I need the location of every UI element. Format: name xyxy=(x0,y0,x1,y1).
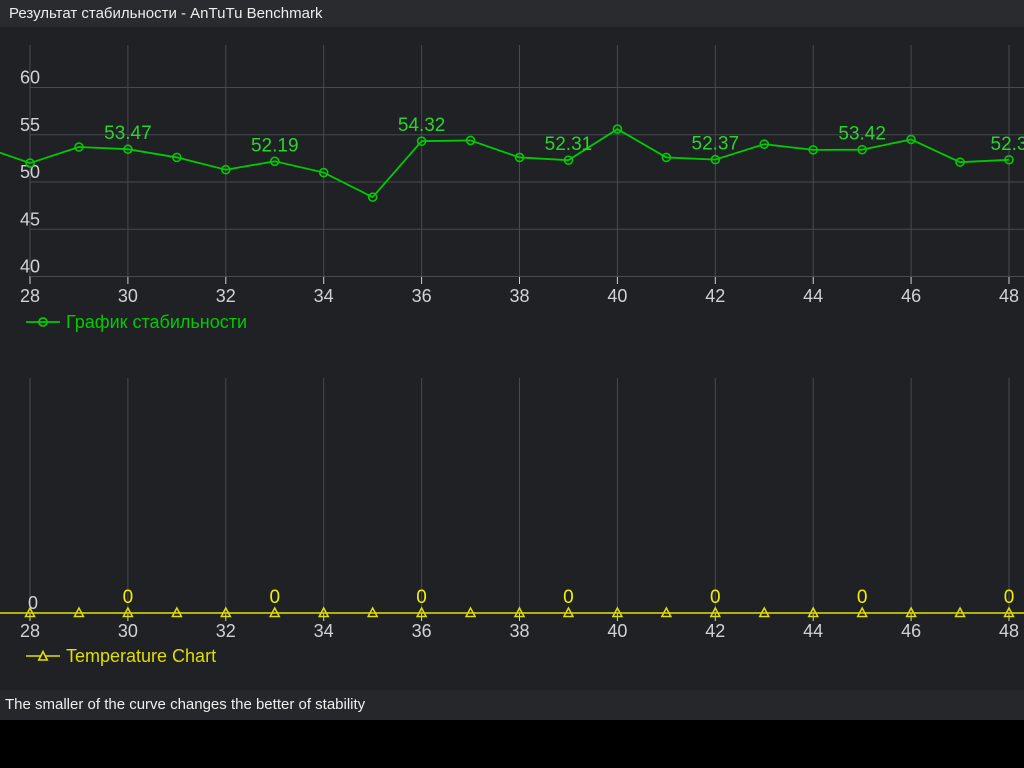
footnote-text: The smaller of the curve changes the bet… xyxy=(5,696,366,713)
svg-text:40: 40 xyxy=(607,621,627,641)
svg-text:40: 40 xyxy=(20,257,40,277)
svg-text:32: 32 xyxy=(216,286,236,306)
svg-text:36: 36 xyxy=(412,621,432,641)
svg-text:53.47: 53.47 xyxy=(104,123,152,144)
svg-text:52.37: 52.37 xyxy=(692,134,740,155)
window-title: Результат стабильности - AnTuTu Benchmar… xyxy=(9,5,323,22)
temperature-legend: Temperature Chart xyxy=(26,645,216,667)
svg-text:38: 38 xyxy=(509,621,529,641)
temperature-chart: 28 30 32 34 36 38 40 42 44 46 48 0 0 0 0 0 0 0 0 xyxy=(0,378,1024,641)
temperature-legend-label: Temperature Chart xyxy=(66,645,217,666)
svg-text:0: 0 xyxy=(269,587,280,608)
line-circle-marker-icon xyxy=(26,317,60,327)
svg-text:42: 42 xyxy=(705,621,725,641)
svg-text:0: 0 xyxy=(563,587,574,608)
svg-text:30: 30 xyxy=(118,286,138,306)
svg-text:36: 36 xyxy=(412,286,432,306)
svg-text:53.42: 53.42 xyxy=(838,124,886,145)
stability-legend-label: График стабильности xyxy=(66,311,248,332)
svg-text:40: 40 xyxy=(607,286,627,306)
stability-chart: 28 30 32 34 36 38 40 42 44 46 48 40 45 50 55 60 53.47 52.… xyxy=(0,45,1024,306)
svg-text:0: 0 xyxy=(416,587,427,608)
svg-text:52.31: 52.31 xyxy=(545,134,593,155)
svg-text:60: 60 xyxy=(20,68,40,88)
svg-text:54.32: 54.32 xyxy=(398,115,446,136)
svg-text:50: 50 xyxy=(20,162,40,182)
svg-text:46: 46 xyxy=(901,621,921,641)
svg-text:46: 46 xyxy=(901,286,921,306)
svg-text:30: 30 xyxy=(118,621,138,641)
svg-text:28: 28 xyxy=(20,286,40,306)
svg-text:38: 38 xyxy=(509,286,529,306)
svg-text:48: 48 xyxy=(999,621,1019,641)
svg-text:42: 42 xyxy=(705,286,725,306)
svg-text:52.19: 52.19 xyxy=(251,135,299,156)
svg-text:48: 48 xyxy=(999,286,1019,306)
svg-text:45: 45 xyxy=(20,209,40,229)
svg-text:34: 34 xyxy=(314,621,334,641)
stability-legend: График стабильности xyxy=(26,311,247,333)
svg-text:52.3: 52.3 xyxy=(991,134,1024,155)
svg-text:44: 44 xyxy=(803,286,823,306)
svg-text:0: 0 xyxy=(123,587,134,608)
line-triangle-marker-icon xyxy=(26,649,60,661)
svg-text:34: 34 xyxy=(314,286,334,306)
title-bar: Результат стабильности - AnTuTu Benchmar… xyxy=(0,0,1024,27)
svg-text:0: 0 xyxy=(857,587,868,608)
svg-text:0: 0 xyxy=(710,587,721,608)
svg-text:0: 0 xyxy=(1004,587,1015,608)
svg-text:32: 32 xyxy=(216,621,236,641)
svg-text:28: 28 xyxy=(20,621,40,641)
svg-text:44: 44 xyxy=(803,621,823,641)
navigation-bar: 20:27 xyxy=(0,720,1024,768)
svg-text:0: 0 xyxy=(28,593,38,613)
footnote: The smaller of the curve changes the bet… xyxy=(0,690,1024,720)
svg-text:55: 55 xyxy=(20,115,40,135)
